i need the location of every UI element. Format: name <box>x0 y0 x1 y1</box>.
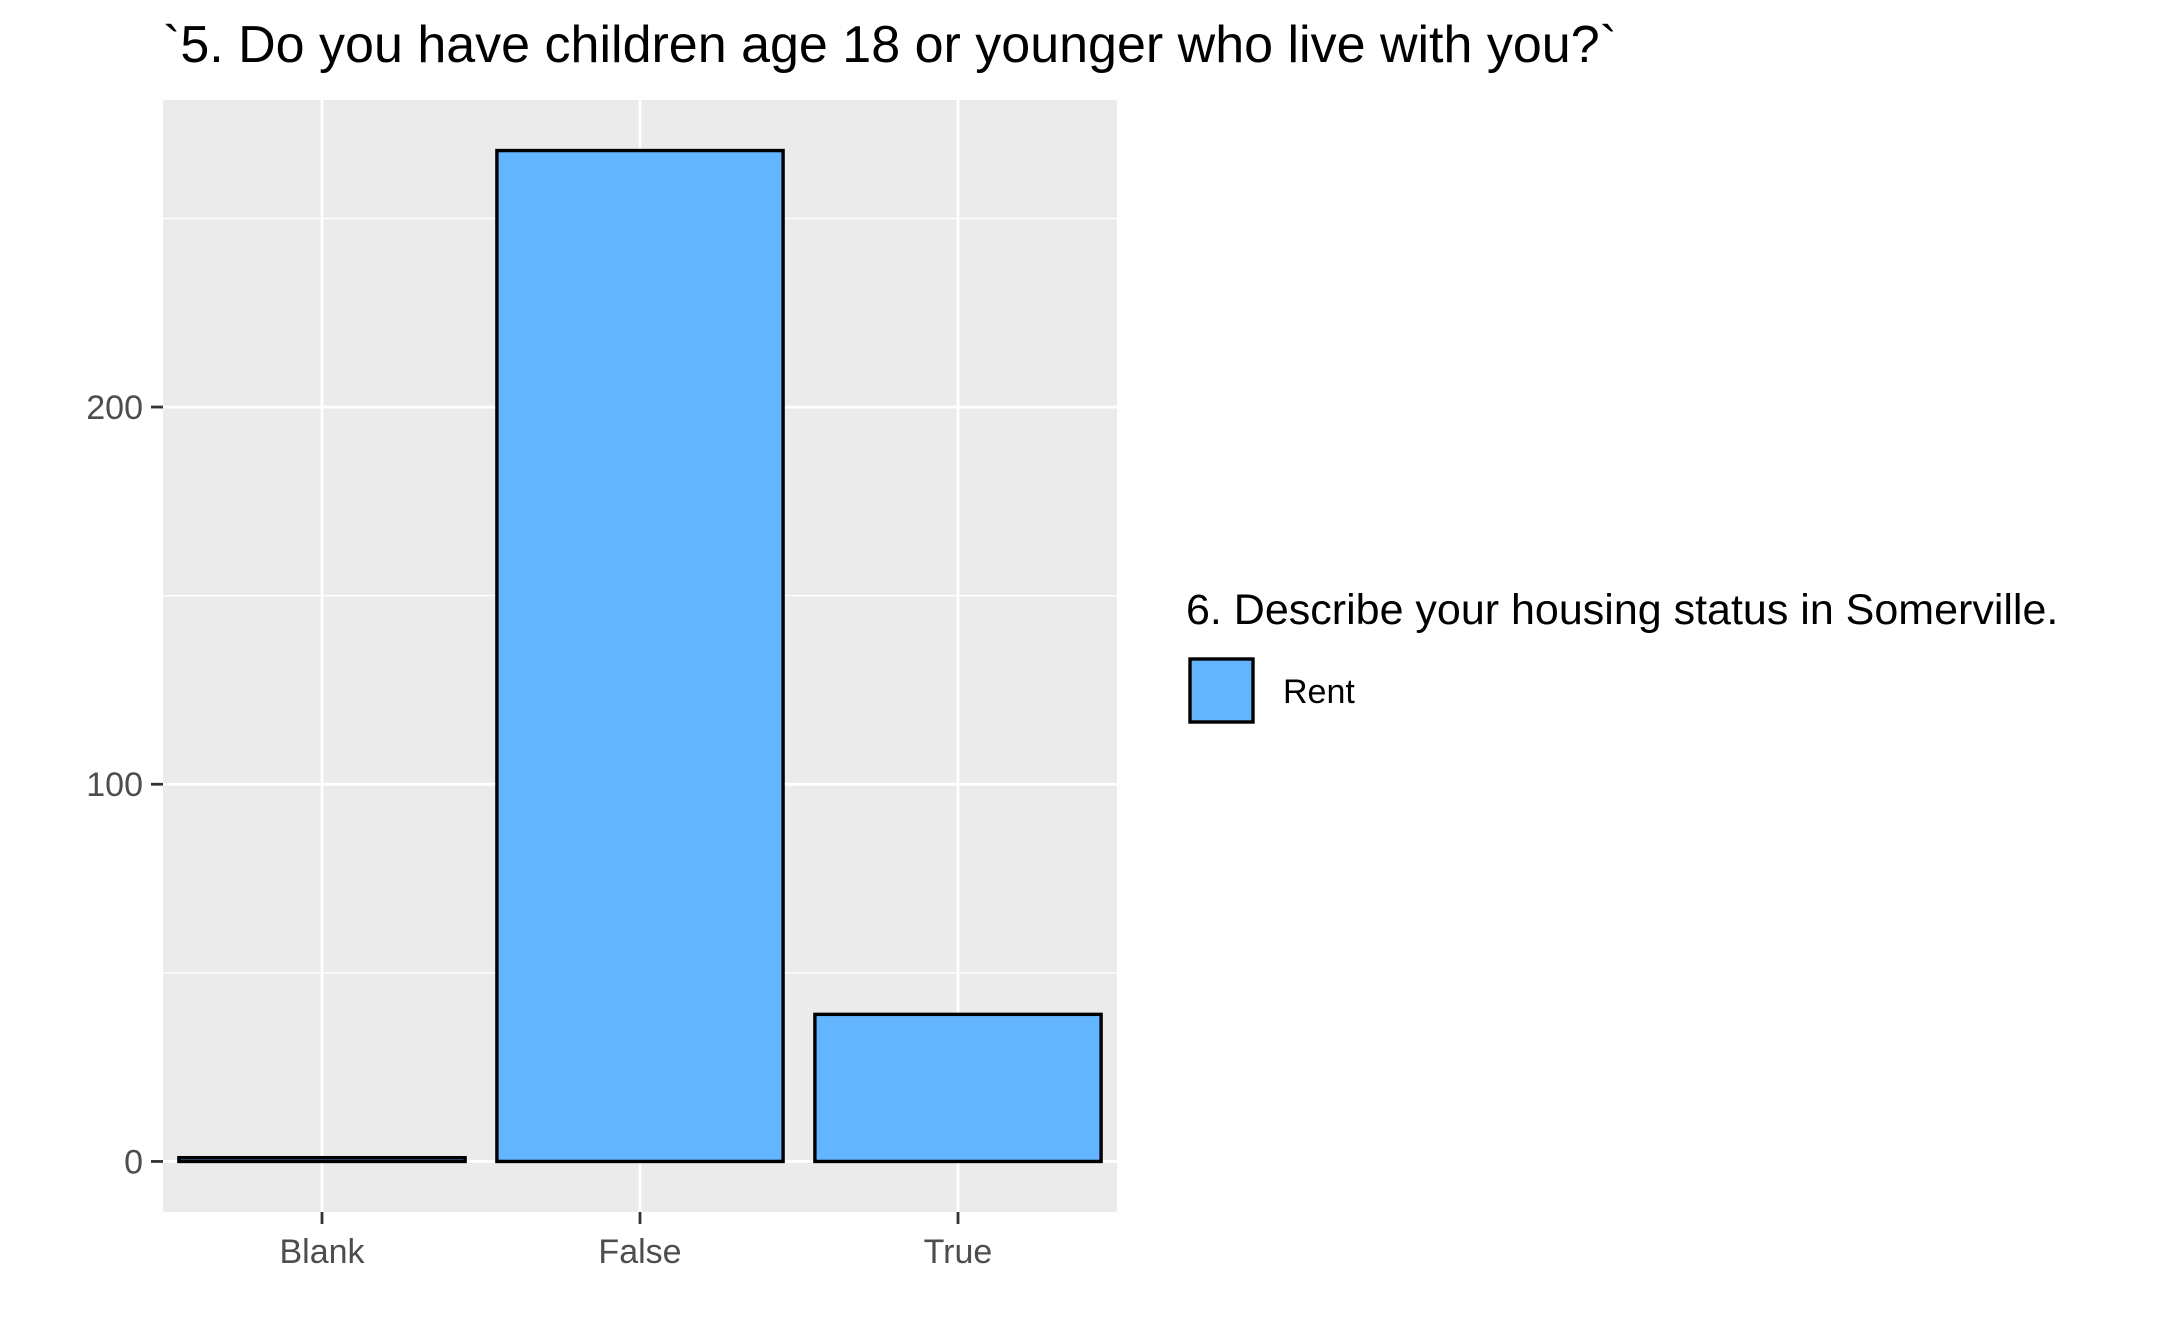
x-tick-label: Blank <box>279 1233 365 1271</box>
bar-blank <box>177 1155 467 1164</box>
y-tick-label: 100 <box>86 766 143 804</box>
bars <box>177 148 1103 1164</box>
legend-title: 6. Describe your housing status in Somer… <box>1186 586 2058 634</box>
legend-entries: Rent <box>1187 656 1355 724</box>
legend: 6. Describe your housing status in Somer… <box>1186 586 2058 724</box>
x-tick-label: True <box>924 1233 993 1271</box>
bar-false <box>495 148 785 1164</box>
chart-title: `5. Do you have children age 18 or young… <box>163 16 1617 74</box>
legend-key-rent <box>1188 657 1255 724</box>
legend-label-rent: Rent <box>1283 673 1355 711</box>
bar-true <box>813 1012 1103 1164</box>
y-tick-label: 0 <box>124 1143 143 1181</box>
x-tick-label: False <box>598 1233 681 1271</box>
axes: 0 100 200 Blank False True <box>86 389 992 1271</box>
y-tick-label: 200 <box>86 389 143 427</box>
